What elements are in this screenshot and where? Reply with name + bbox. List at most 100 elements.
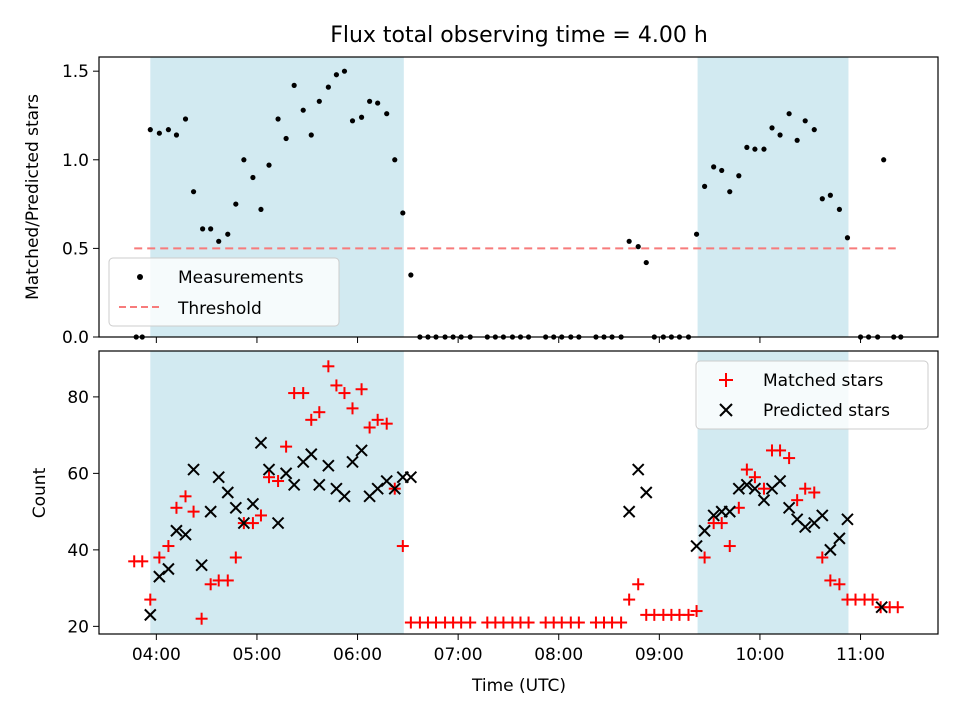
predicted-star-point — [833, 532, 846, 545]
measurements-legend-label: Measurements — [178, 268, 304, 288]
measurement-point — [173, 132, 180, 138]
measurement-point — [711, 164, 717, 170]
predicted-star-point — [279, 467, 293, 480]
ratio-y-tick-label: 1.5 — [62, 62, 89, 82]
measurement-point — [258, 206, 264, 213]
matched-star-point — [682, 608, 695, 621]
predicted-star-point — [816, 509, 829, 522]
matched-star-point — [280, 440, 293, 453]
matched-star-point — [144, 593, 157, 606]
measurement-point — [300, 107, 306, 113]
count-legend: Matched stars Predicted stars — [695, 360, 929, 430]
predicted-star-point — [757, 493, 771, 507]
predicted-star-point — [841, 513, 854, 526]
matched-star-point — [572, 616, 585, 629]
measurement-point — [182, 116, 189, 122]
predicted-star-point — [170, 524, 183, 537]
measurement-point — [266, 162, 272, 168]
matched-star-point — [380, 417, 393, 430]
measurement-point — [325, 84, 331, 90]
measurement-point — [643, 259, 649, 266]
predicted-star-point — [875, 601, 888, 614]
measurement-point — [233, 201, 239, 207]
measurement-point — [736, 173, 742, 179]
matched-star-point — [263, 471, 276, 484]
predicted-star-point — [773, 474, 787, 488]
measurement-point — [308, 132, 314, 138]
predicted-star-point — [204, 505, 217, 518]
matched-star-point — [195, 612, 208, 625]
matched-legend-label: Matched stars — [763, 371, 883, 391]
threshold-legend-label: Threshold — [177, 299, 262, 319]
predicted-star-point — [262, 463, 276, 476]
matched-star-point — [162, 540, 175, 553]
measurement-point — [216, 238, 222, 244]
x-tick-label: 05:00 — [232, 645, 281, 665]
x-tick-label: 08:00 — [534, 645, 583, 665]
matched-star-point — [272, 475, 285, 488]
count-y-tick-label: 60 — [67, 464, 89, 484]
count-y-tick-label: 40 — [67, 541, 89, 561]
x-tick-label: 07:00 — [434, 645, 483, 665]
measurement-point — [794, 137, 800, 143]
x-tick-label: 06:00 — [333, 645, 382, 665]
predicted-star-point — [740, 478, 754, 492]
matched-star-point — [866, 593, 879, 606]
x-axis-label: Time (UTC) — [471, 676, 566, 696]
measurement-point — [635, 244, 641, 250]
measurement-point — [777, 132, 783, 138]
measurement-point — [147, 127, 153, 133]
matched-star-point — [833, 578, 846, 591]
measurement-point — [827, 192, 833, 198]
matched-star-point — [757, 482, 770, 495]
matched-star-point — [371, 413, 384, 426]
matched-star-point — [891, 601, 904, 614]
measurement-point — [626, 238, 632, 244]
measurement-point — [769, 125, 775, 131]
matched-star-point — [774, 444, 787, 457]
x-tick-label: 11:00 — [836, 645, 885, 665]
predicted-star-point — [246, 497, 260, 511]
predicted-star-point — [355, 444, 368, 457]
predicted-star-point — [732, 482, 746, 495]
measurement-point — [400, 210, 406, 216]
measurement-point — [786, 111, 792, 117]
count-y-axis-label: Count — [30, 467, 50, 518]
measurement-point — [156, 130, 162, 136]
measurement-point — [408, 272, 414, 278]
ratio-legend: Measurements Threshold — [108, 257, 340, 327]
matched-star-point — [153, 551, 166, 564]
measurement-point — [225, 231, 231, 237]
count-panel: 20 40 60 80 04:00 05:00 06:00 07:00 08:00 09:00 1… — [30, 350, 939, 696]
predicted-star-point — [305, 448, 318, 461]
matched-star-point — [363, 421, 376, 434]
measurement-point — [693, 231, 700, 237]
x-tick-label: 04:00 — [132, 645, 181, 665]
matched-star-point — [464, 616, 477, 629]
predicted-star-point — [229, 501, 243, 515]
matched-star-point — [297, 387, 310, 400]
measurement-point — [358, 114, 365, 120]
matched-star-point — [355, 383, 368, 396]
measurement-point — [333, 72, 340, 78]
matched-star-point — [305, 413, 318, 426]
matched-star-point — [179, 490, 192, 503]
matched-star-point — [698, 551, 711, 564]
matched-star-point — [783, 452, 796, 465]
measurement-point — [341, 68, 348, 74]
matched-star-point — [170, 501, 183, 514]
predicted-star-point — [313, 478, 326, 492]
matched-star-point — [204, 578, 217, 591]
predicted-star-point — [707, 509, 720, 522]
predicted-star-point — [799, 520, 812, 534]
measurement-point — [384, 111, 390, 117]
predicted-star-point — [640, 486, 653, 499]
matched-star-point — [808, 486, 821, 499]
measurement-point — [836, 206, 843, 213]
matched-star-point — [748, 471, 761, 484]
predicted-star-point — [237, 516, 251, 530]
predicted-star-point — [698, 524, 711, 537]
predicted-star-point — [162, 562, 175, 576]
matched-star-point — [136, 555, 149, 568]
